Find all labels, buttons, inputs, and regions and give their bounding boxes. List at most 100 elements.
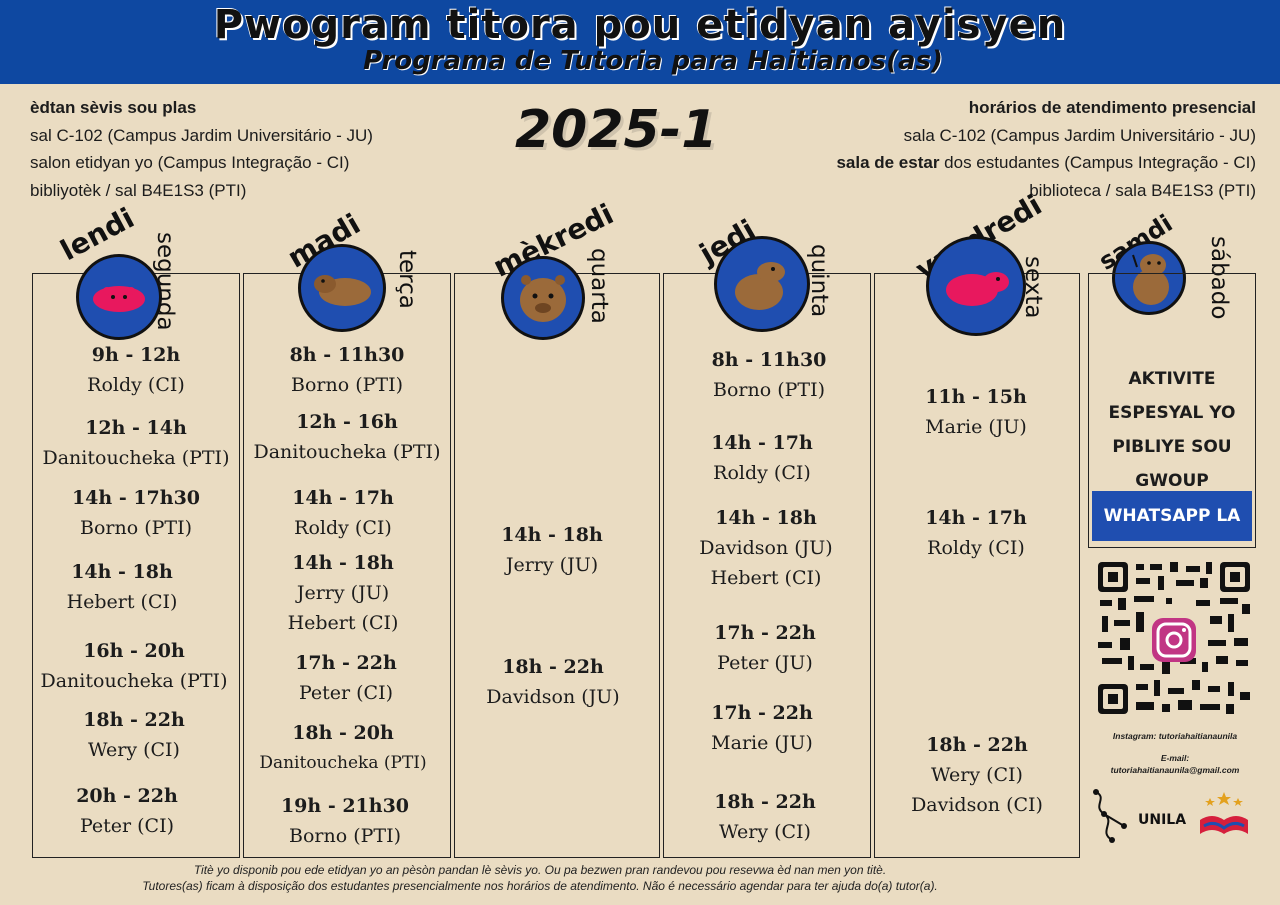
slot-time: 18h - 22h — [502, 656, 604, 678]
capybara-badge-monday — [76, 254, 162, 340]
saturday-activity-box: AKTIVITE ESPESYAL YO PIBLIYE SOU GWOUP W… — [1088, 273, 1256, 548]
unila-logo-text: UNILA — [1138, 812, 1187, 828]
location-rest-part: dos estudantes (Campus Integração - CI) — [939, 153, 1256, 172]
schedule-slot: 17h - 22h Peter (CI) — [243, 648, 449, 708]
slot-tutor: Roldy (CI) — [927, 537, 1025, 559]
slot-tutor: Roldy (CI) — [294, 517, 392, 539]
schedule-slot: 14h - 17h Roldy (CI) — [243, 483, 443, 543]
whatsapp-group-link[interactable]: WHATSAPP LA — [1092, 491, 1252, 541]
slot-time: 18h - 22h — [83, 709, 185, 731]
capybara-icon — [735, 262, 785, 310]
slot-time: 18h - 22h — [926, 734, 1028, 756]
schedule-slot: 12h - 14h Danitoucheka (PTI) — [32, 413, 240, 473]
slot-tutor: Danitoucheka (PTI) — [253, 441, 441, 463]
location-heading-kreyol: èdtan sèvis sou plas — [30, 98, 197, 117]
location-line: salon etidyan yo (Campus Integração - CI… — [30, 153, 350, 172]
schedule-slot: 14h - 18h Jerry (JU) Hebert (CI) — [243, 548, 443, 638]
capybara-badge-wednesday — [501, 256, 585, 340]
slot-tutor: Wery (CI) — [931, 764, 1023, 786]
slot-time: 14h - 17h30 — [71, 487, 201, 509]
email-address[interactable]: tutoriahaitianaunila@gmail.com — [1110, 765, 1240, 775]
slot-tutor: Danitoucheka (PTI) — [259, 753, 427, 773]
unila-logo-mark — [1093, 789, 1127, 843]
schedule-slot: 18h - 22h Wery (CI) Davidson (CI) — [874, 730, 1080, 820]
footer-line-portuguese: Tutores(as) ficam à disposição dos estud… — [142, 879, 938, 893]
slot-time: 12h - 16h — [296, 411, 398, 433]
slot-time: 9h - 12h — [91, 344, 181, 366]
slot-time: 17h - 22h — [714, 622, 816, 644]
slot-tutor: Danitoucheka (PTI) — [40, 670, 228, 692]
slot-tutor: Davidson (JU) — [699, 537, 833, 559]
day-label-wednesday-pt: quarta — [586, 248, 612, 324]
slot-tutor: Hebert (CI) — [710, 567, 822, 589]
email-label: E-mail: — [1160, 753, 1190, 763]
slot-time: 14h - 18h — [292, 552, 394, 574]
location-line: sal C-102 (Campus Jardim Universitário -… — [30, 125, 373, 145]
slot-tutor: Peter (CI) — [298, 682, 394, 704]
activity-line: AKTIVITE — [1128, 369, 1216, 389]
schedule-slot: 14h - 18h Davidson (JU) Hebert (CI) — [663, 503, 869, 593]
slot-time: 14h - 18h — [501, 524, 603, 546]
location-line: sala C-102 (Campus Jardim Universitário … — [903, 125, 1256, 145]
schedule-slot: 18h - 20h Danitoucheka (PTI) — [243, 718, 443, 778]
capybara-icon — [1132, 254, 1169, 305]
slot-time: 14h - 17h — [925, 507, 1027, 529]
slot-time: 8h - 11h30 — [711, 349, 827, 371]
page-subtitle: Programa de Tutoria para Haitianos(as) — [363, 46, 943, 76]
slot-tutor: Wery (CI) — [719, 821, 811, 843]
location-bold-part: sala de estar — [836, 153, 940, 172]
schedule-slot: 14h - 17h Roldy (CI) — [663, 428, 861, 488]
open-book-icon — [1200, 792, 1248, 834]
activity-line: ESPESYAL YO — [1108, 403, 1236, 423]
schedule-slot: 14h - 18h Jerry (JU) — [454, 520, 650, 580]
slot-tutor: Hebert (CI) — [287, 612, 399, 634]
slot-time: 17h - 22h — [295, 652, 397, 674]
slot-tutor: Roldy (CI) — [713, 462, 811, 484]
schedule-slot: 12h - 16h Danitoucheka (PTI) — [243, 407, 451, 467]
slot-tutor: Roldy (CI) — [87, 374, 185, 396]
capybara-badge-thursday — [714, 236, 810, 332]
slot-time: 19h - 21h30 — [280, 795, 410, 817]
slot-time: 14h - 17h — [711, 432, 813, 454]
slot-tutor: Davidson (JU) — [486, 686, 620, 708]
slot-tutor: Marie (JU) — [925, 416, 1027, 438]
unila-logo: UNILA — [1088, 788, 1192, 850]
program-logo — [1196, 790, 1252, 850]
capybara-badge-saturday — [1112, 241, 1186, 315]
slot-time: 18h - 20h — [292, 722, 394, 744]
activity-text: AKTIVITE ESPESYAL YO PIBLIYE SOU GWOUP — [1089, 362, 1255, 498]
schedule-slot: 14h - 18h Hebert (CI) — [32, 557, 212, 617]
capybara-icon — [93, 286, 145, 312]
slot-tutor: Borno (PTI) — [80, 517, 192, 539]
page-title: Pwogram titora pou etidyan ayisyen — [213, 2, 1067, 48]
footer-line-kreyol: Titè yo disponib pou ede etidyan yo an p… — [193, 863, 887, 877]
slot-tutor: Marie (JU) — [711, 732, 813, 754]
schedule-slot: 17h - 22h Peter (JU) — [663, 618, 867, 678]
slot-time: 14h - 17h — [292, 487, 394, 509]
schedule-slot: 18h - 22h Davidson (JU) — [454, 652, 652, 712]
slot-time: 18h - 22h — [714, 791, 816, 813]
footer-note: Titè yo disponib pou ede etidyan yo an p… — [0, 862, 1080, 894]
slot-tutor: Peter (CI) — [79, 815, 175, 837]
slot-tutor: Borno (PTI) — [289, 825, 401, 847]
slot-time: 11h - 15h — [925, 386, 1027, 408]
schedule-slot: 14h - 17h30 Borno (PTI) — [32, 483, 240, 543]
location-info-portuguese: horários de atendimento presencial sala … — [836, 94, 1256, 204]
schedule-slot: 20h - 22h Peter (CI) — [32, 781, 222, 841]
slot-tutor: Danitoucheka (PTI) — [42, 447, 230, 469]
slot-time: 8h - 11h30 — [289, 344, 405, 366]
location-heading-portuguese: horários de atendimento presencial — [968, 98, 1256, 117]
slot-tutor: Borno (PTI) — [713, 379, 825, 401]
slot-time: 12h - 14h — [85, 417, 187, 439]
slot-time: 14h - 18h — [715, 507, 817, 529]
instagram-handle[interactable]: Instagram: tutoriahaitianaunila — [1112, 731, 1238, 741]
activity-line: GWOUP — [1135, 471, 1209, 491]
location-line: bibliyotèk / sal B4E1S3 (PTI) — [30, 180, 247, 200]
instagram-qr-code[interactable] — [1096, 560, 1252, 716]
schedule-slot: 8h - 11h30 Borno (PTI) — [663, 345, 875, 405]
capybara-badge-tuesday — [298, 244, 386, 332]
slot-tutor: Davidson (CI) — [911, 794, 1043, 816]
schedule-slot: 18h - 22h Wery (CI) — [663, 787, 867, 847]
capybara-icon — [946, 272, 1009, 306]
schedule-slot: 19h - 21h30 Borno (PTI) — [243, 791, 447, 851]
